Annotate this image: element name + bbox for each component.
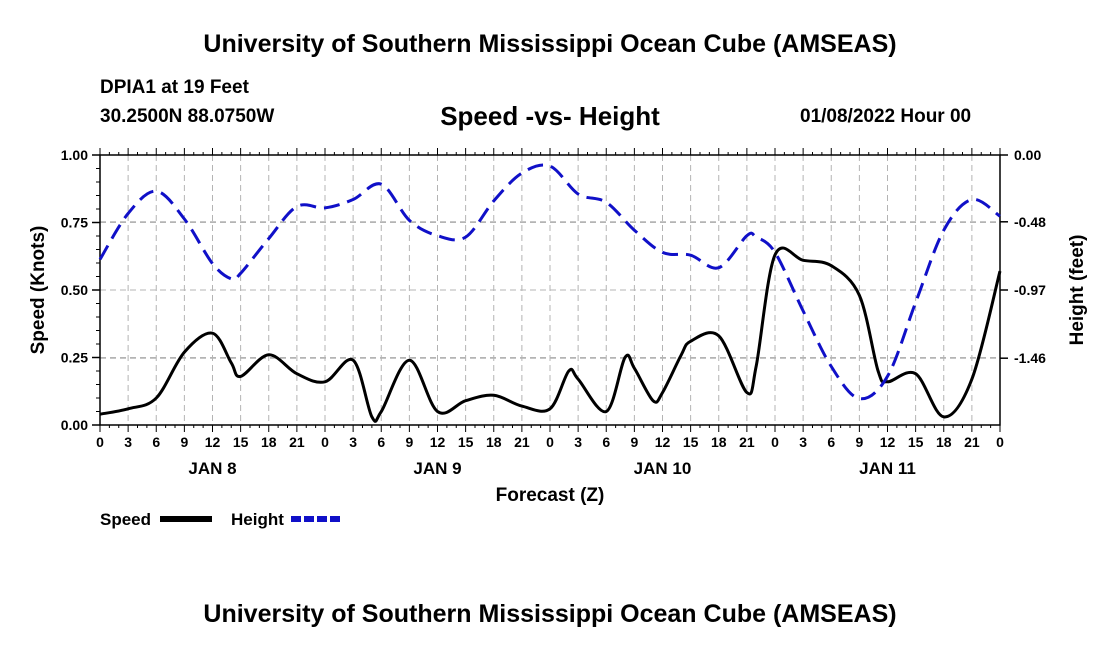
x-tick-label: 3 [124, 434, 132, 450]
y2-tick-label: -1.46 [1014, 350, 1046, 366]
y2-tick-label: -0.48 [1014, 214, 1046, 230]
x-tick-label: 0 [96, 434, 104, 450]
x-tick-label: 15 [458, 434, 474, 450]
x-tick-label: 12 [205, 434, 221, 450]
y2-axis-label: Height (feet) [1067, 235, 1088, 346]
x-tick-label: 18 [261, 434, 277, 450]
x-tick-label: 9 [855, 434, 863, 450]
y-tick-label: 0.75 [61, 215, 88, 231]
y-tick-label: 0.00 [61, 417, 88, 433]
x-tick-label: 3 [349, 434, 357, 450]
forecast-datetime: 01/08/2022 Hour 00 [800, 106, 972, 127]
y-tick-label: 0.25 [61, 350, 88, 366]
x-day-label: JAN 9 [413, 459, 461, 478]
y-tick-label: 0.50 [61, 282, 88, 298]
x-tick-label: 15 [233, 434, 249, 450]
x-tick-label: 0 [546, 434, 554, 450]
x-tick-label: 9 [630, 434, 638, 450]
x-tick-label: 18 [936, 434, 952, 450]
x-day-label: JAN 8 [188, 459, 236, 478]
x-tick-label: 6 [827, 434, 835, 450]
y-tick-label: 1.00 [61, 147, 88, 163]
station-coordinates: 30.2500N 88.0750W [100, 106, 275, 127]
x-tick-label: 12 [430, 434, 446, 450]
x-tick-label: 18 [711, 434, 727, 450]
x-tick-label: 3 [574, 434, 582, 450]
y-axis-label: Speed (Knots) [28, 226, 49, 355]
x-tick-label: 12 [655, 434, 671, 450]
chart-subtitle: Speed -vs- Height [440, 101, 660, 131]
x-tick-label: 18 [486, 434, 502, 450]
x-tick-label: 12 [880, 434, 896, 450]
x-tick-label: 3 [799, 434, 807, 450]
x-day-label: JAN 11 [859, 459, 916, 478]
legend-label-speed: Speed [100, 510, 151, 529]
x-tick-label: 0 [321, 434, 329, 450]
x-tick-label: 21 [739, 434, 755, 450]
series-line-height [98, 163, 1001, 401]
x-day-label: JAN 10 [634, 459, 692, 478]
x-axis-label: Forecast (Z) [496, 485, 605, 506]
x-tick-label: 6 [602, 434, 610, 450]
x-tick-label: 6 [377, 434, 385, 450]
footer-title: University of Southern Mississippi Ocean… [203, 600, 897, 628]
x-tick-label: 9 [405, 434, 413, 450]
x-tick-label: 15 [908, 434, 924, 450]
x-tick-label: 21 [514, 434, 530, 450]
x-tick-label: 15 [683, 434, 699, 450]
x-tick-label: 21 [964, 434, 980, 450]
y2-tick-label: -0.97 [1014, 282, 1046, 298]
legend-label-height: Height [231, 510, 284, 529]
x-tick-label: 6 [152, 434, 160, 450]
x-tick-label: 0 [771, 434, 779, 450]
series-line-speed [99, 246, 1002, 423]
x-tick-label: 0 [996, 434, 1004, 450]
x-tick-label: 9 [180, 434, 188, 450]
station-label: DPIA1 at 19 Feet [100, 77, 249, 98]
x-tick-label: 21 [289, 434, 305, 450]
y2-tick-label: 0.00 [1014, 147, 1041, 163]
main-title: University of Southern Mississippi Ocean… [203, 30, 897, 58]
